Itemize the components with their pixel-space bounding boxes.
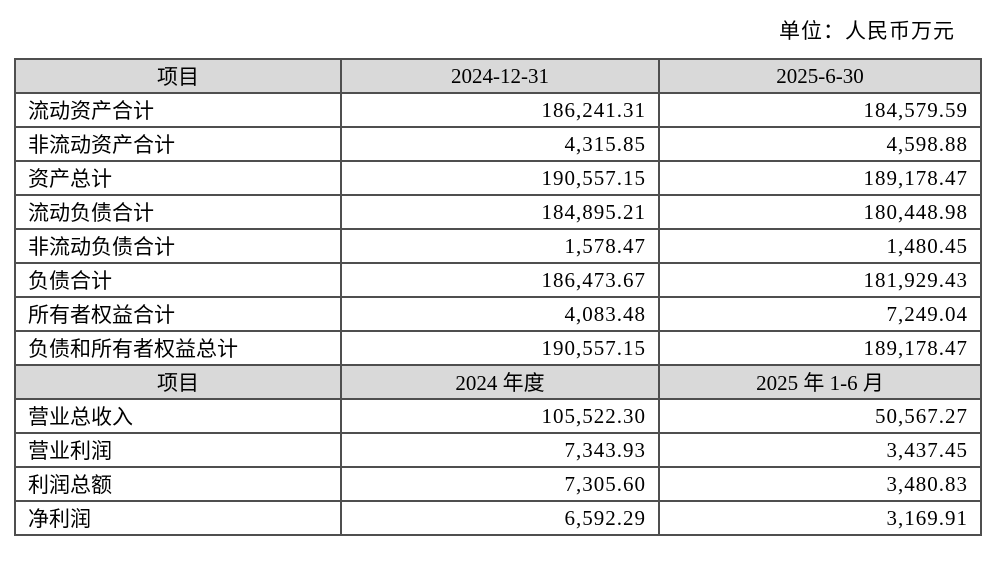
value-cell-period1: 186,241.31: [340, 92, 660, 128]
table-row: 流动资产合计 186,241.31 184,579.59: [14, 92, 982, 128]
item-cell: 营业总收入: [14, 398, 342, 434]
item-cell: 所有者权益合计: [14, 296, 342, 332]
value-cell-period1: 4,083.48: [340, 296, 660, 332]
value-cell-period2: 189,178.47: [658, 160, 982, 196]
value-cell-period2: 3,437.45: [658, 432, 982, 468]
value-cell-period1: 184,895.21: [340, 194, 660, 230]
financial-summary-table: 项目 2024-12-31 2025-6-30 流动资产合计 186,241.31 184…: [14, 58, 982, 536]
column-header: 2024 年度: [340, 364, 660, 400]
item-cell: 非流动负债合计: [14, 228, 342, 264]
table-row: 负债和所有者权益总计 190,557.15 189,178.47: [14, 330, 982, 366]
value-cell-period1: 7,305.60: [340, 466, 660, 502]
value-cell-period2: 3,480.83: [658, 466, 982, 502]
value-cell-period2: 1,480.45: [658, 228, 982, 264]
table-row: 非流动资产合计 4,315.85 4,598.88: [14, 126, 982, 162]
item-cell: 负债和所有者权益总计: [14, 330, 342, 366]
header-row: 项目 2024-12-31 2025-6-30: [14, 58, 982, 94]
item-cell: 流动负债合计: [14, 194, 342, 230]
table-row: 负债合计 186,473.67 181,929.43: [14, 262, 982, 298]
value-cell-period1: 190,557.15: [340, 160, 660, 196]
item-cell: 负债合计: [14, 262, 342, 298]
value-cell-period2: 180,448.98: [658, 194, 982, 230]
table-row: 营业利润 7,343.93 3,437.45: [14, 432, 982, 468]
item-cell: 净利润: [14, 500, 342, 536]
table-row: 营业总收入 105,522.30 50,567.27: [14, 398, 982, 434]
item-cell: 非流动资产合计: [14, 126, 342, 162]
value-cell-period2: 189,178.47: [658, 330, 982, 366]
value-cell-period1: 7,343.93: [340, 432, 660, 468]
table-row: 所有者权益合计 4,083.48 7,249.04: [14, 296, 982, 332]
value-cell-period2: 3,169.91: [658, 500, 982, 536]
table-row: 资产总计 190,557.15 189,178.47: [14, 160, 982, 196]
table-row: 流动负债合计 184,895.21 180,448.98: [14, 194, 982, 230]
table-row: 非流动负债合计 1,578.47 1,480.45: [14, 228, 982, 264]
table-row: 利润总额 7,305.60 3,480.83: [14, 466, 982, 502]
item-cell: 营业利润: [14, 432, 342, 468]
item-cell: 利润总额: [14, 466, 342, 502]
value-cell-period1: 105,522.30: [340, 398, 660, 434]
value-cell-period1: 4,315.85: [340, 126, 660, 162]
item-cell: 流动资产合计: [14, 92, 342, 128]
value-cell-period2: 4,598.88: [658, 126, 982, 162]
value-cell-period2: 50,567.27: [658, 398, 982, 434]
item-cell: 资产总计: [14, 160, 342, 196]
unit-note: 单位：人民币万元: [779, 19, 955, 43]
column-header: 2025 年 1-6 月: [658, 364, 982, 400]
table-row: 净利润 6,592.29 3,169.91: [14, 500, 982, 536]
table-body: 项目 2024-12-31 2025-6-30 流动资产合计 186,241.31 184…: [14, 58, 982, 536]
column-header: 2025-6-30: [658, 58, 982, 94]
value-cell-period1: 190,557.15: [340, 330, 660, 366]
column-header: 项目: [14, 364, 342, 400]
column-header: 2024-12-31: [340, 58, 660, 94]
value-cell-period1: 6,592.29: [340, 500, 660, 536]
value-cell-period1: 1,578.47: [340, 228, 660, 264]
value-cell-period2: 184,579.59: [658, 92, 982, 128]
header-row: 项目 2024 年度 2025 年 1-6 月: [14, 364, 982, 400]
value-cell-period2: 7,249.04: [658, 296, 982, 332]
column-header: 项目: [14, 58, 342, 94]
value-cell-period2: 181,929.43: [658, 262, 982, 298]
value-cell-period1: 186,473.67: [340, 262, 660, 298]
